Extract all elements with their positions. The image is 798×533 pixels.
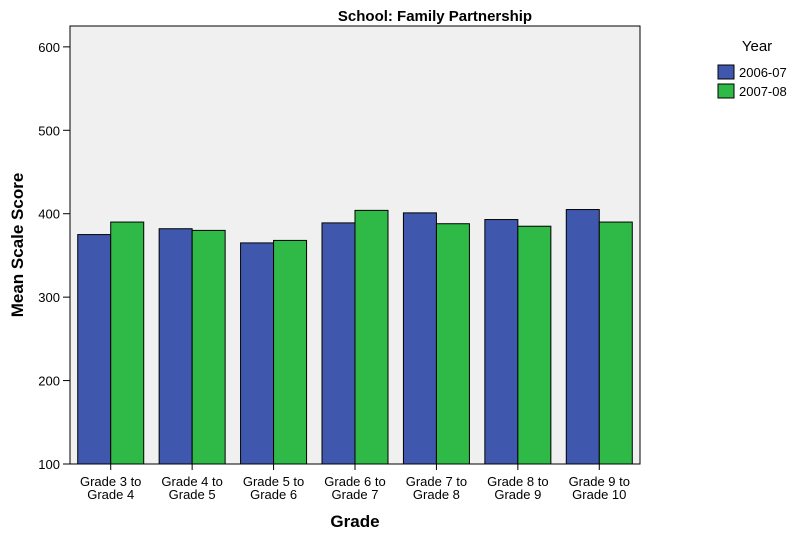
x-tick-label: Grade 6 to [324, 474, 385, 489]
x-tick-label: Grade 7 [332, 487, 379, 502]
bar-2007-08-3 [354, 209, 389, 465]
bar-2006-07-6 [565, 209, 600, 465]
bar-2006-07-0 [77, 234, 112, 465]
y-axis: 100 200 300 400 500 600 [38, 40, 70, 472]
bar-2007-08-0 [110, 221, 145, 465]
x-tick-label: Grade 6 [250, 487, 297, 502]
bar-2006-07-1 [158, 228, 193, 465]
legend-label: 2006-07 [739, 65, 787, 80]
bar-2006-07-5 [484, 219, 519, 465]
legend-swatch-2006-07 [717, 64, 735, 80]
x-tick-label: Grade 8 to [487, 474, 548, 489]
chart-title: School: Family Partnership [338, 8, 532, 25]
bar-2007-08-6 [598, 221, 633, 465]
x-axis-label: Grade [330, 512, 379, 531]
y-tick-label: 400 [38, 207, 60, 222]
bar-2007-08-4 [435, 223, 470, 465]
legend: Year 2006-07 2007-08 [717, 38, 787, 99]
x-tick-label: Grade 3 to [80, 474, 141, 489]
x-tick-label: Grade 9 [494, 487, 541, 502]
bar-2007-08-2 [273, 239, 308, 465]
y-tick-label: 600 [38, 40, 60, 55]
y-tick-label: 300 [38, 290, 60, 305]
x-tick-label: Grade 5 to [243, 474, 304, 489]
x-tick-label: Grade 8 [413, 487, 460, 502]
bar-2006-07-3 [321, 222, 356, 465]
x-tick-label: Grade 4 [87, 487, 134, 502]
y-tick-label: 200 [38, 374, 60, 389]
legend-title: Year [742, 38, 772, 55]
bars [77, 209, 633, 465]
x-tick-label: Grade 5 [169, 487, 216, 502]
legend-label: 2007-08 [739, 84, 787, 99]
y-tick-label: 500 [38, 123, 60, 138]
legend-swatch-2007-08 [717, 83, 735, 99]
x-tick-label: Grade 4 to [161, 474, 222, 489]
bar-2007-08-1 [191, 229, 226, 465]
bar-2007-08-5 [517, 225, 552, 465]
y-tick-label: 100 [38, 457, 60, 472]
x-tick-label: Grade 7 to [406, 474, 467, 489]
bar-2006-07-4 [402, 212, 437, 465]
y-axis-label: Mean Scale Score [8, 173, 27, 318]
x-tick-label: Grade 9 to [569, 474, 630, 489]
x-tick-label: Grade 10 [572, 487, 626, 502]
bar-2006-07-2 [240, 242, 275, 465]
